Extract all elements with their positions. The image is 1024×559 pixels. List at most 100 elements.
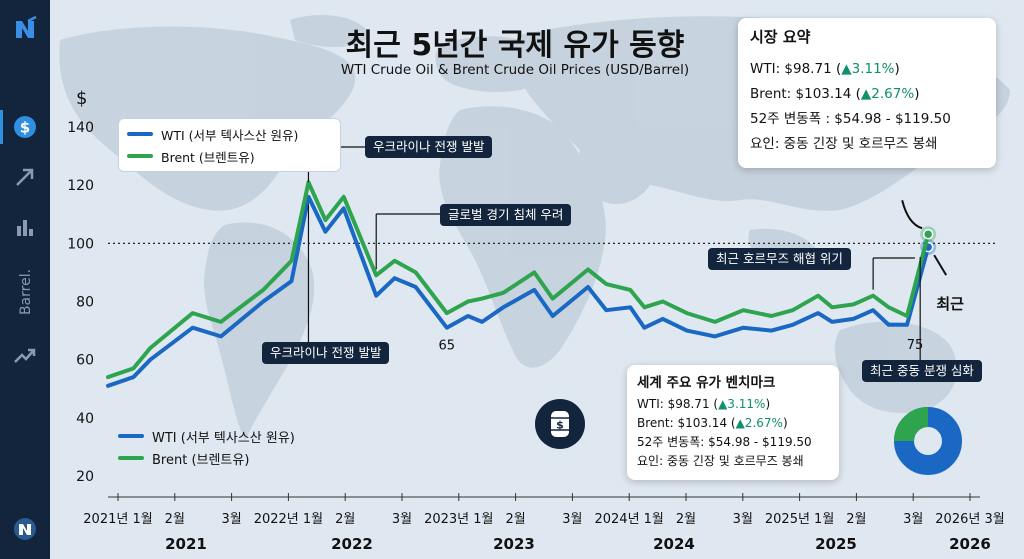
x-month-label: 3월 <box>562 512 582 527</box>
y-tick-label: 120 <box>67 178 94 194</box>
x-year-label: 2025 <box>815 535 857 553</box>
summary-factors: 요인: 중동 긴장 및 호르무즈 봉쇄 <box>750 136 938 152</box>
x-year-label: 2026 <box>949 535 991 553</box>
sidebar-vertical-label: Barrel. <box>18 268 34 316</box>
benchmark-wti-change: ▲3.11% <box>718 397 766 411</box>
summary-brent: Brent: $103.14 (▲2.67%) <box>750 82 984 107</box>
benchmark-card: 세계 주요 유가 벤치마크 WTI: $98.71 (▲3.11%) Brent… <box>627 365 839 480</box>
annotation-75: 75 <box>907 338 924 353</box>
x-month-label: 2월 <box>335 512 355 527</box>
market-summary-card: 시장 요약 WTI: $98.71 (▲3.11%) Brent: $103.1… <box>738 18 996 168</box>
svg-text:$: $ <box>20 119 30 137</box>
legend-item-wti: WTI (서부 텍사스산 원유) <box>127 123 332 145</box>
trend-arrow-icon[interactable] <box>10 162 40 192</box>
y-tick-label: 60 <box>76 353 94 369</box>
x-month-label: 2월 <box>676 512 696 527</box>
x-axis: 2021년 1월 2월 3월 2022년 1월 2월 3월 2023년 1월 2월 3월 2024… <box>83 493 1005 553</box>
bar-chart-icon[interactable] <box>10 212 40 242</box>
arrow-recent <box>933 254 948 276</box>
summary-brent-text: Brent: $103.14 ( <box>750 86 861 102</box>
benchmark-brent-text: Brent: $103.14 ( <box>637 416 736 430</box>
x-month-label: 2월 <box>165 512 185 527</box>
x-month-label: 2월 <box>846 512 866 527</box>
legend-label-brent: Brent (브렌트유) <box>161 149 255 165</box>
callout-mideast: 최근 중동 분쟁 심화 <box>862 360 982 382</box>
logo-icon[interactable] <box>10 14 40 44</box>
legend-label-wti-bottom: WTI (서부 텍사스산 원유) <box>152 430 295 446</box>
y-tick-label: 40 <box>76 411 94 427</box>
sidebar: $ Barrel. <box>0 0 50 559</box>
legend-swatch-brent-bottom <box>118 456 144 460</box>
bottom-logo-icon[interactable] <box>10 514 40 544</box>
x-year-label: 2024 <box>653 535 695 553</box>
summary-wti-change: ▲3.11% <box>841 61 895 77</box>
legend-bottom: WTI (서부 텍사스산 원유) Brent (브렌트유) <box>118 425 295 469</box>
arrow-recent-summary <box>901 199 923 230</box>
dollar-icon[interactable]: $ <box>10 112 40 142</box>
y-axis-unit-label: $ <box>76 88 87 109</box>
legend-top: WTI (서부 텍사스산 원유) Brent (브렌트유) <box>118 118 341 172</box>
series-lines <box>106 180 937 388</box>
y-tick-label: 140 <box>67 120 94 136</box>
legend-label-brent-bottom: Brent (브렌트유) <box>152 452 250 468</box>
summary-brent-change: ▲2.67% <box>860 86 915 102</box>
benchmark-brent-close: ) <box>782 416 788 430</box>
legend-item-brent: Brent (브렌트유) <box>127 145 332 167</box>
endpoint-brent <box>922 228 934 240</box>
x-month-label: 3월 <box>903 512 923 527</box>
legend-label-wti: WTI (서부 텍사스산 원유) <box>161 127 299 143</box>
x-year-label: 2021 <box>165 535 207 553</box>
y-tick-label: 80 <box>76 295 94 311</box>
active-indicator <box>0 110 3 144</box>
callout-hormuz: 최근 호르무즈 해협 위기 <box>708 248 851 270</box>
y-tick-label: 20 <box>76 469 94 485</box>
callout-ukraine-top: 우크라이나 전쟁 발발 <box>365 136 493 158</box>
x-month-label: 3월 <box>221 512 241 527</box>
chart-title: 최근 5년간 국제 유가 동향 <box>345 28 685 63</box>
x-month-label: 2023년 1월 <box>424 512 493 527</box>
x-month-label: 3월 <box>733 512 753 527</box>
series-line-wti <box>106 194 931 388</box>
legend-swatch-wti-bottom <box>118 434 144 438</box>
x-month-label: 3월 <box>392 512 412 527</box>
summary-range: 52주 변동폭 : $54.98 - $119.50 <box>750 111 951 127</box>
benchmark-wti-close: ) <box>765 397 771 411</box>
summary-title: 시장 요약 <box>750 28 811 46</box>
benchmark-brent-change: ▲2.67% <box>735 416 783 430</box>
x-month-label: 2021년 1월 <box>83 512 152 527</box>
callout-recession: 글로벌 경기 침체 우려 <box>440 204 572 226</box>
summary-brent-close: ) <box>914 86 920 102</box>
annotation-recent: 최근 <box>936 295 964 313</box>
x-month-label: 2월 <box>505 512 525 527</box>
callout-ukraine-bottom: 우크라이나 전쟁 발발 <box>262 342 390 364</box>
y-axis: $20 40 60 80 100 120 140 <box>67 88 94 485</box>
donut-chart-icon <box>893 406 963 476</box>
legend-item-wti-bottom: WTI (서부 텍사스산 원유) <box>118 425 295 447</box>
barrel-icon: $ <box>534 398 586 450</box>
x-month-label: 2025년 1월 <box>765 512 834 527</box>
benchmark-wti: WTI: $98.71 (▲3.11%) <box>637 395 829 414</box>
x-year-label: 2023 <box>493 535 535 553</box>
summary-wti-close: ) <box>894 61 900 77</box>
benchmark-brent: Brent: $103.14 (▲2.67%) <box>637 414 829 433</box>
callout-markers: 65 75 최근 <box>307 146 964 360</box>
y-tick-label: 100 <box>67 236 94 252</box>
summary-wti: WTI: $98.71 (▲3.11%) <box>750 57 984 82</box>
benchmark-factors: 요인: 중동 긴장 및 호르무즈 봉쇄 <box>637 454 804 468</box>
svg-text:$: $ <box>556 419 564 432</box>
x-month-label: 2026년 3월 <box>935 512 1004 527</box>
benchmark-wti-text: WTI: $98.71 ( <box>637 397 719 411</box>
x-month-label: 2022년 1월 <box>254 512 323 527</box>
annotation-65: 65 <box>439 339 456 354</box>
x-month-label: 2024년 1월 <box>594 512 663 527</box>
chart-subtitle: WTI Crude Oil & Brent Crude Oil Prices (… <box>340 62 690 78</box>
series-line-brent <box>106 180 931 380</box>
benchmark-range: 52주 변동폭: $54.98 - $119.50 <box>637 435 812 449</box>
legend-swatch-wti <box>127 132 153 136</box>
trending-up-icon[interactable] <box>10 340 40 370</box>
legend-swatch-brent <box>127 154 153 158</box>
x-year-label: 2022 <box>331 535 373 553</box>
summary-wti-text: WTI: $98.71 ( <box>750 61 842 77</box>
legend-item-brent-bottom: Brent (브렌트유) <box>118 447 295 469</box>
